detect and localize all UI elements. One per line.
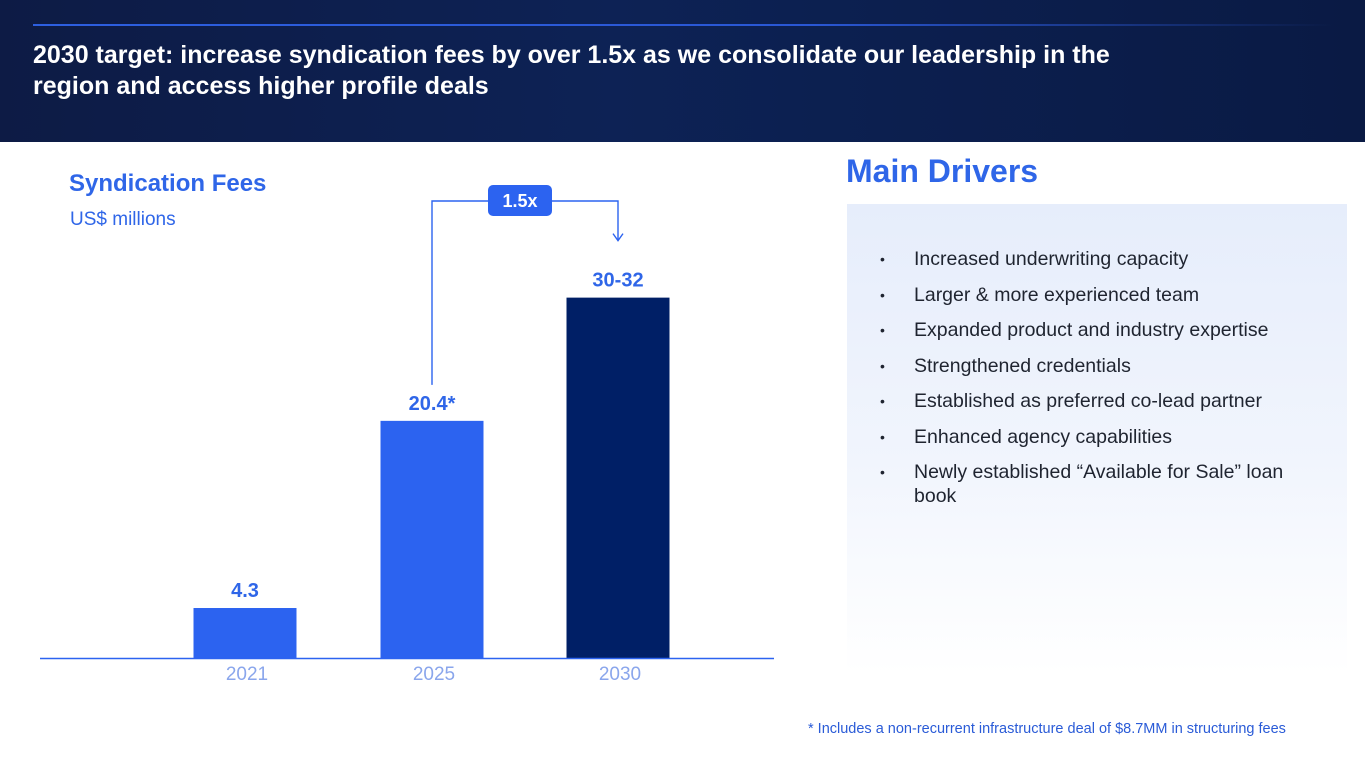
header-rule <box>33 24 1333 26</box>
driver-item: • Larger & more experienced team <box>880 283 1320 307</box>
growth-badge-label: 1.5x <box>502 191 537 211</box>
driver-item: • Enhanced agency capabilities <box>880 425 1320 449</box>
growth-badge <box>488 185 552 216</box>
driver-item: • Increased underwriting capacity <box>880 247 1320 271</box>
drivers-heading: Main Drivers <box>846 153 1039 189</box>
driver-text: Expanded product and industry expertise <box>914 319 1269 341</box>
driver-text: Larger & more experienced team <box>914 283 1200 306</box>
data-label-2030: 30-32 <box>592 270 643 292</box>
driver-text: Increased underwriting capacity <box>914 248 1189 270</box>
header-banner: 2030 target: increase syndication fees b… <box>0 0 1365 142</box>
bar-2025 <box>380 420 484 658</box>
bullet-icon: • <box>880 464 885 480</box>
bullet-icon: • <box>880 251 885 267</box>
bullet-icon: • <box>880 393 885 409</box>
bullet-icon: • <box>880 357 885 374</box>
chart-title: Syndication Fees <box>69 170 267 197</box>
chart-subtitle: US$ millions <box>70 209 176 230</box>
driver-text: Established as preferred co-lead partner <box>914 390 1262 412</box>
bullet-icon: • <box>880 428 885 445</box>
driver-text: Newly established “Available for Sale” l… <box>914 461 1284 507</box>
bar-2021 <box>193 608 297 658</box>
driver-item: • Strengthened credentials <box>880 354 1320 378</box>
driver-text: Enhanced agency capabilities <box>914 425 1173 448</box>
drivers-panel <box>847 204 1347 674</box>
x-tick-label-2021: 2021 <box>226 664 268 685</box>
driver-item: • Established as preferred co-lead partne… <box>880 389 1320 413</box>
x-tick-label-2025: 2025 <box>413 664 455 685</box>
drivers-list: • Increased underwriting capacity • Larger … <box>880 247 1320 520</box>
data-label-2021: 4.3 <box>231 580 259 602</box>
page-title: 2030 target: increase syndication fees b… <box>33 41 1110 100</box>
arrow-down-icon <box>612 233 624 242</box>
syndication-fees-chart: 4.3 2021 20.4* 2025 30-32 2030 1.5x <box>40 185 774 685</box>
bar-2030 <box>566 297 670 658</box>
bullet-icon: • <box>880 286 885 303</box>
driver-item: • Expanded product and industry expertise <box>880 318 1320 342</box>
x-tick-label-2030: 2030 <box>599 664 641 685</box>
driver-item: • Newly established “Available for Sale” … <box>880 460 1320 508</box>
driver-text: Strengthened credentials <box>914 354 1131 377</box>
footnote: * Includes a non-recurrent infrastructur… <box>808 721 1286 737</box>
data-label-2025: 20.4* <box>409 393 456 415</box>
bullet-icon: • <box>880 322 885 338</box>
